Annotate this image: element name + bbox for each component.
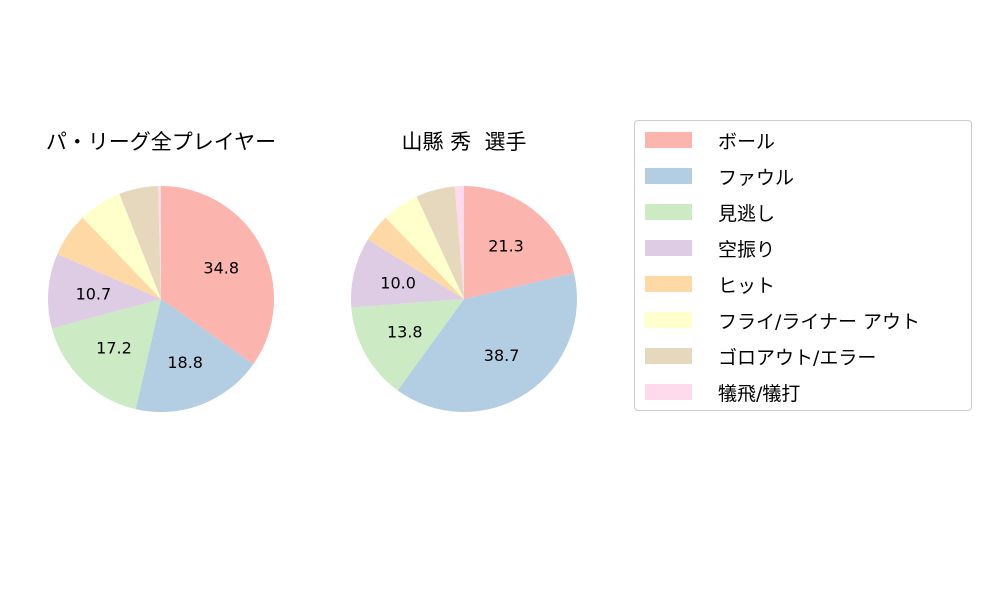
legend-item-called-strike: 見逃し: [645, 202, 775, 225]
pie-slice: [397, 272, 577, 412]
legend-swatch: [645, 276, 692, 292]
pie-slice: [119, 186, 161, 299]
legend-swatch: [645, 240, 692, 256]
slice-value-label: 10.0: [380, 273, 416, 292]
pie-slice: [385, 196, 464, 299]
pie-slice: [351, 299, 464, 391]
pie-slice: [47, 254, 162, 329]
slice-value-label: 18.8: [167, 353, 203, 372]
legend-label: ボール: [718, 130, 776, 153]
slice-value-label: 10.7: [76, 285, 112, 304]
pie-slice: [57, 217, 161, 299]
legend-item-hit: ヒット: [645, 274, 775, 297]
pie-slice: [464, 186, 574, 299]
legend-label: 犠飛/犠打: [718, 382, 801, 405]
pie-slice: [158, 186, 161, 299]
legend-swatch: [645, 312, 692, 328]
chart-title-player: 山縣 秀 選手: [401, 130, 527, 154]
pie-player: 21.3 38.7 13.8 10.0: [351, 186, 577, 412]
pie-chart-player: 山縣 秀 選手 21.3 38.7 13.8 10.0: [320, 0, 620, 600]
legend-swatch: [645, 204, 692, 220]
pie-slice: [51, 299, 161, 410]
slice-value-label: 34.8: [203, 258, 239, 277]
legend-item-ball: ボール: [645, 130, 775, 153]
legend-item-foul: ファウル: [645, 166, 794, 189]
legend-label: ヒット: [718, 274, 776, 297]
legend-label: 見逃し: [718, 202, 776, 225]
legend-swatch: [645, 132, 692, 148]
legend-label: ファウル: [718, 166, 795, 189]
slice-value-label: 13.8: [387, 323, 423, 342]
slice-value-label: 17.2: [96, 338, 132, 357]
chart-title-league: パ・リーグ全プレイヤー: [45, 130, 277, 154]
legend-swatch: [645, 168, 692, 184]
legend-label: ゴロアウト/エラー: [718, 346, 877, 369]
pie-slice: [135, 299, 254, 412]
legend-item-fly-liner-out: フライ/ライナー アウト: [645, 310, 920, 333]
legend-label: 空振り: [718, 238, 776, 261]
legend-item-swinging-strike: 空振り: [645, 238, 775, 261]
legend-item-groundout-error: ゴロアウト/エラー: [645, 346, 876, 369]
pie-league: 34.8 18.8 17.2 10.7: [47, 186, 274, 412]
slice-value-label: 38.7: [484, 346, 520, 365]
pie-slice: [416, 186, 464, 299]
pie-slice: [367, 217, 464, 299]
pie-slice: [82, 193, 161, 299]
legend-item-sacrifice: 犠飛/犠打: [645, 382, 800, 405]
legend-label: フライ/ライナー アウト: [718, 310, 921, 333]
legend-swatch: [645, 384, 692, 400]
legend-swatch: [645, 348, 692, 364]
pie-chart-league: パ・リーグ全プレイヤー 34.8 18.8 17.2 10.7: [0, 0, 320, 600]
slice-value-label: 21.3: [488, 236, 524, 255]
pie-slice: [454, 186, 464, 299]
pie-slice: [161, 186, 274, 365]
pie-slice: [351, 239, 464, 308]
legend: ボール ファウル 見逃し 空振り ヒット フライ/ライナー アウト ゴロアウト/…: [634, 120, 972, 411]
